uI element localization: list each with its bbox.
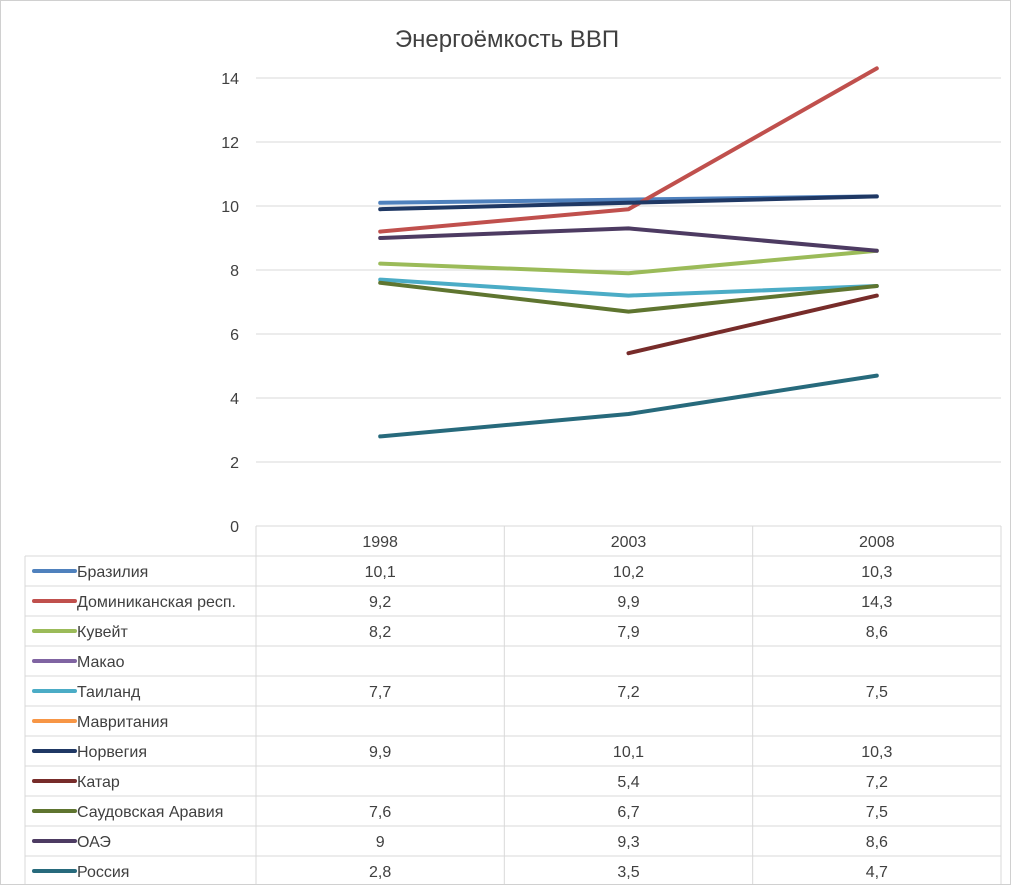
data-cell: 10,1 — [365, 564, 396, 581]
data-cell: 7,5 — [866, 684, 888, 701]
y-axis-ticks: 0 2 4 6 8 10 12 14 — [221, 71, 239, 536]
category-header: 2008 — [859, 534, 895, 551]
data-cell: 8,2 — [369, 624, 391, 641]
gridlines — [256, 77, 1001, 463]
data-cell: 7,2 — [617, 684, 639, 701]
series-line-8 — [378, 280, 879, 314]
series-line-1 — [378, 66, 879, 234]
chart-title: Энергоёмкость ВВП — [395, 26, 619, 53]
data-cell: 7,6 — [369, 804, 391, 821]
series-name: Саудовская Аравия — [77, 804, 223, 821]
data-cell: 10,3 — [861, 564, 892, 581]
y-tick-label: 12 — [221, 135, 239, 152]
series-line-7 — [626, 293, 879, 356]
series-name: Кувейт — [77, 624, 128, 641]
series-line-10 — [378, 373, 879, 439]
series-name: ОАЭ — [77, 834, 111, 851]
data-cell: 7,2 — [866, 774, 888, 791]
data-cell: 9,9 — [369, 744, 391, 761]
data-cell: 10,2 — [613, 564, 644, 581]
data-cell: 8,6 — [866, 624, 888, 641]
y-tick-label: 14 — [221, 71, 239, 88]
data-cell: 9,3 — [617, 834, 639, 851]
data-cell: 10,3 — [861, 744, 892, 761]
data-cell: 14,3 — [861, 594, 892, 611]
data-cell: 10,1 — [613, 744, 644, 761]
series-name: Доминиканская респ. — [77, 594, 236, 611]
data-cell: 9,9 — [617, 594, 639, 611]
y-tick-label: 2 — [230, 455, 239, 472]
series-name: Мавритания — [77, 714, 168, 731]
series-name: Катар — [77, 774, 120, 791]
series-name: Таиланд — [77, 684, 141, 701]
data-table: 1998 2003 2008 Бразилия 10,1 10,2 10,3 Доминика… — [24, 525, 1002, 884]
series-line-6 — [378, 194, 879, 212]
data-cell: 9,2 — [369, 594, 391, 611]
data-cell: 7,9 — [617, 624, 639, 641]
data-cell: 5,4 — [617, 774, 639, 791]
data-cell: 2,8 — [369, 864, 391, 881]
data-cell: 9 — [376, 834, 385, 851]
series-name: Норвегия — [77, 744, 147, 761]
series-line-4 — [378, 277, 879, 298]
data-cell: 8,6 — [866, 834, 888, 851]
y-tick-label: 4 — [230, 391, 239, 408]
y-tick-label: 0 — [230, 519, 239, 536]
y-tick-label: 6 — [230, 327, 239, 344]
data-cell: 7,5 — [866, 804, 888, 821]
series-name: Макао — [77, 654, 125, 671]
series-name: Бразилия — [77, 564, 148, 581]
category-header: 1998 — [362, 534, 398, 551]
category-header: 2003 — [611, 534, 647, 551]
data-cell: 7,7 — [369, 684, 391, 701]
series-lines — [378, 66, 879, 439]
series-line-2 — [378, 248, 879, 276]
data-cell: 6,7 — [617, 804, 639, 821]
y-tick-label: 8 — [230, 263, 239, 280]
data-cell: 4,7 — [866, 864, 888, 881]
series-name: Россия — [77, 864, 129, 881]
y-tick-label: 10 — [221, 199, 239, 216]
data-cell: 3,5 — [617, 864, 639, 881]
series-line-9 — [378, 226, 879, 253]
